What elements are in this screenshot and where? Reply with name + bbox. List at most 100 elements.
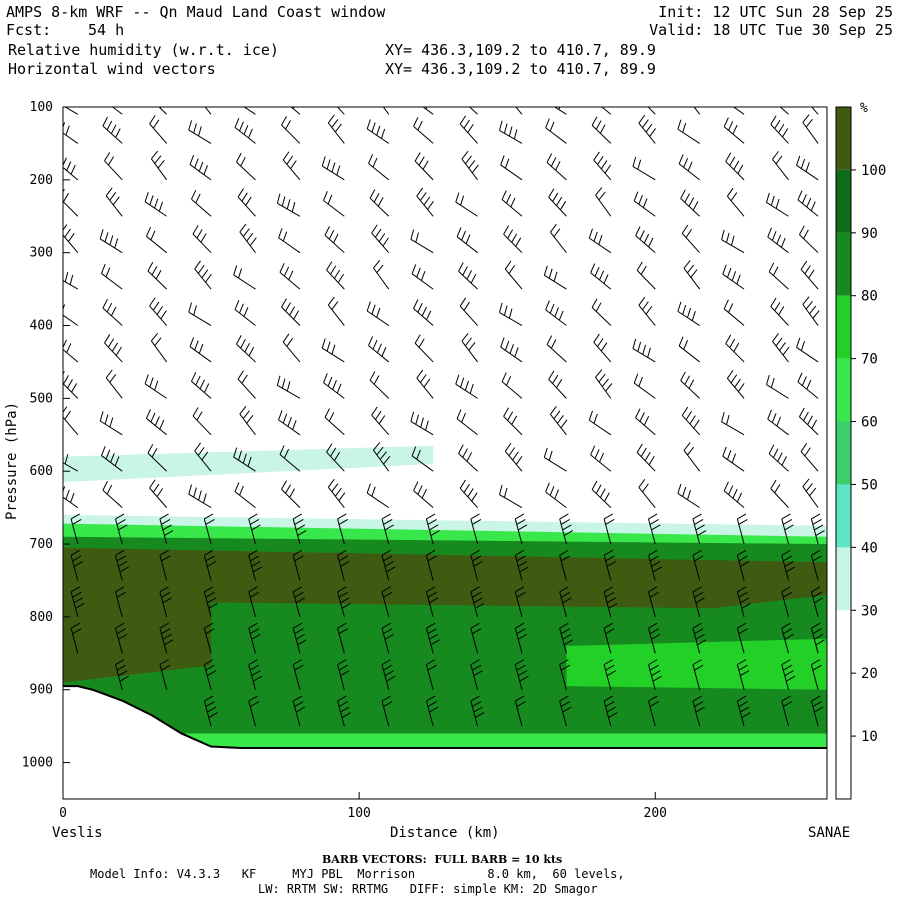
wind-barb-feather (503, 487, 508, 498)
wind-barb-feather (149, 297, 156, 307)
wind-barb-feather (563, 530, 574, 536)
wind-barb (146, 235, 167, 254)
wind-barb (381, 700, 390, 727)
wind-barb-feather (725, 152, 732, 162)
wind-barb (411, 273, 434, 290)
wind-barb-feather (326, 261, 333, 271)
wind-barb-feather (648, 456, 655, 466)
wind-barb-feather (205, 701, 215, 708)
wind-barb (158, 107, 167, 115)
wind-barb-feather (733, 342, 740, 352)
colorbar-label: 80 (861, 289, 878, 305)
wind-barb-feather (333, 233, 339, 244)
wind-barb (115, 518, 123, 545)
wind-barb-feather (242, 410, 250, 419)
wind-barb-feather (416, 187, 424, 197)
wind-barb-feather (72, 591, 82, 598)
wind-barb-feather (503, 225, 510, 235)
wind-barb-feather (251, 560, 261, 567)
wind-barb-feather (189, 337, 195, 347)
wind-barb-feather (247, 456, 252, 467)
wind-barb-feather (328, 229, 335, 240)
wind-barb-feather (516, 519, 526, 525)
wind-barb (603, 664, 612, 690)
wind-barb-feather (294, 701, 304, 708)
wind-barb (459, 305, 478, 326)
wind-barb-feather (199, 379, 205, 390)
wind-barb-feather (692, 586, 702, 593)
wind-barb-feather (688, 197, 695, 207)
wind-barb-feather (803, 411, 809, 421)
wind-barb-feather (683, 157, 689, 168)
wind-barb-feather (192, 407, 199, 417)
wind-barb-feather (593, 151, 600, 161)
wind-barb-feather (606, 560, 616, 567)
wind-barb (544, 274, 567, 290)
wind-barb-feather (145, 409, 151, 419)
wind-barb (101, 455, 123, 472)
wind-barb-feather (63, 269, 64, 271)
plot-frame (62, 106, 828, 800)
wind-barb-feather (198, 126, 202, 137)
wind-barb-feather (145, 226, 151, 237)
wind-barb (188, 129, 212, 144)
wind-barb (636, 452, 656, 472)
wind-barb (546, 344, 567, 363)
wind-barb-feather (546, 153, 553, 163)
wind-barb-feather (461, 230, 466, 241)
left-endpoint-label: Veslis (52, 825, 103, 841)
wind-barb-feather (593, 413, 598, 424)
wind-barb-feather (595, 484, 602, 494)
wind-barb-feather (239, 485, 244, 496)
wind-barb (326, 451, 345, 472)
wind-barb-feather (651, 633, 661, 640)
wind-barb (678, 163, 700, 181)
wind-barb-feather (519, 566, 529, 573)
wind-barb (147, 270, 167, 290)
wind-barb-feather (549, 303, 555, 314)
wind-barb-feather (779, 342, 786, 351)
wind-barb-feather (643, 233, 650, 244)
wind-barb-feather (421, 488, 427, 499)
wind-barb (146, 418, 167, 436)
wind-barb-feather (738, 555, 748, 562)
wind-barb-feather (695, 524, 705, 531)
wind-barb (781, 591, 789, 618)
wind-barb-feather (690, 269, 698, 278)
wind-barb-feather (638, 296, 646, 306)
wind-barb-feather (414, 334, 421, 344)
wind-barb-feather (379, 451, 387, 460)
y-tick-label: 200 (30, 173, 53, 188)
wind-barb-feather (778, 96, 783, 105)
wind-barb (204, 107, 212, 115)
wind-barb-feather (376, 446, 384, 456)
wind-barb-feather (504, 442, 512, 452)
wind-barb-feather (814, 633, 824, 640)
colorbar-label: 40 (861, 540, 878, 556)
wind-barb-feather (70, 549, 80, 556)
wind-barb (590, 454, 612, 472)
wind-barb-feather (683, 442, 691, 451)
wind-barb-feather (687, 90, 693, 98)
wind-barb-feather (373, 259, 381, 269)
wind-barb-feather (66, 343, 72, 353)
wind-barb (290, 107, 301, 115)
wind-barb-feather (651, 670, 661, 677)
wind-barb (63, 462, 79, 472)
wind-barb-feather (330, 265, 337, 275)
wind-barb-feather (558, 310, 564, 321)
wind-barb (237, 196, 256, 217)
wind-barb-feather (803, 229, 809, 239)
wind-barb (189, 346, 212, 363)
wind-barb-feather (281, 298, 287, 308)
wind-barb (159, 518, 168, 545)
wind-barb-feather (455, 374, 460, 385)
colorbar-swatch (836, 232, 851, 296)
colorbar: 10 20 30 40 50 60 70 80 90 100 (835, 106, 886, 800)
wind-barb-feather (282, 231, 288, 242)
wind-barb-feather (560, 591, 571, 598)
wind-barb-feather (559, 513, 569, 520)
wind-barb-feather (415, 232, 420, 243)
wind-barb (70, 555, 79, 581)
wind-barb-feather (694, 664, 704, 671)
